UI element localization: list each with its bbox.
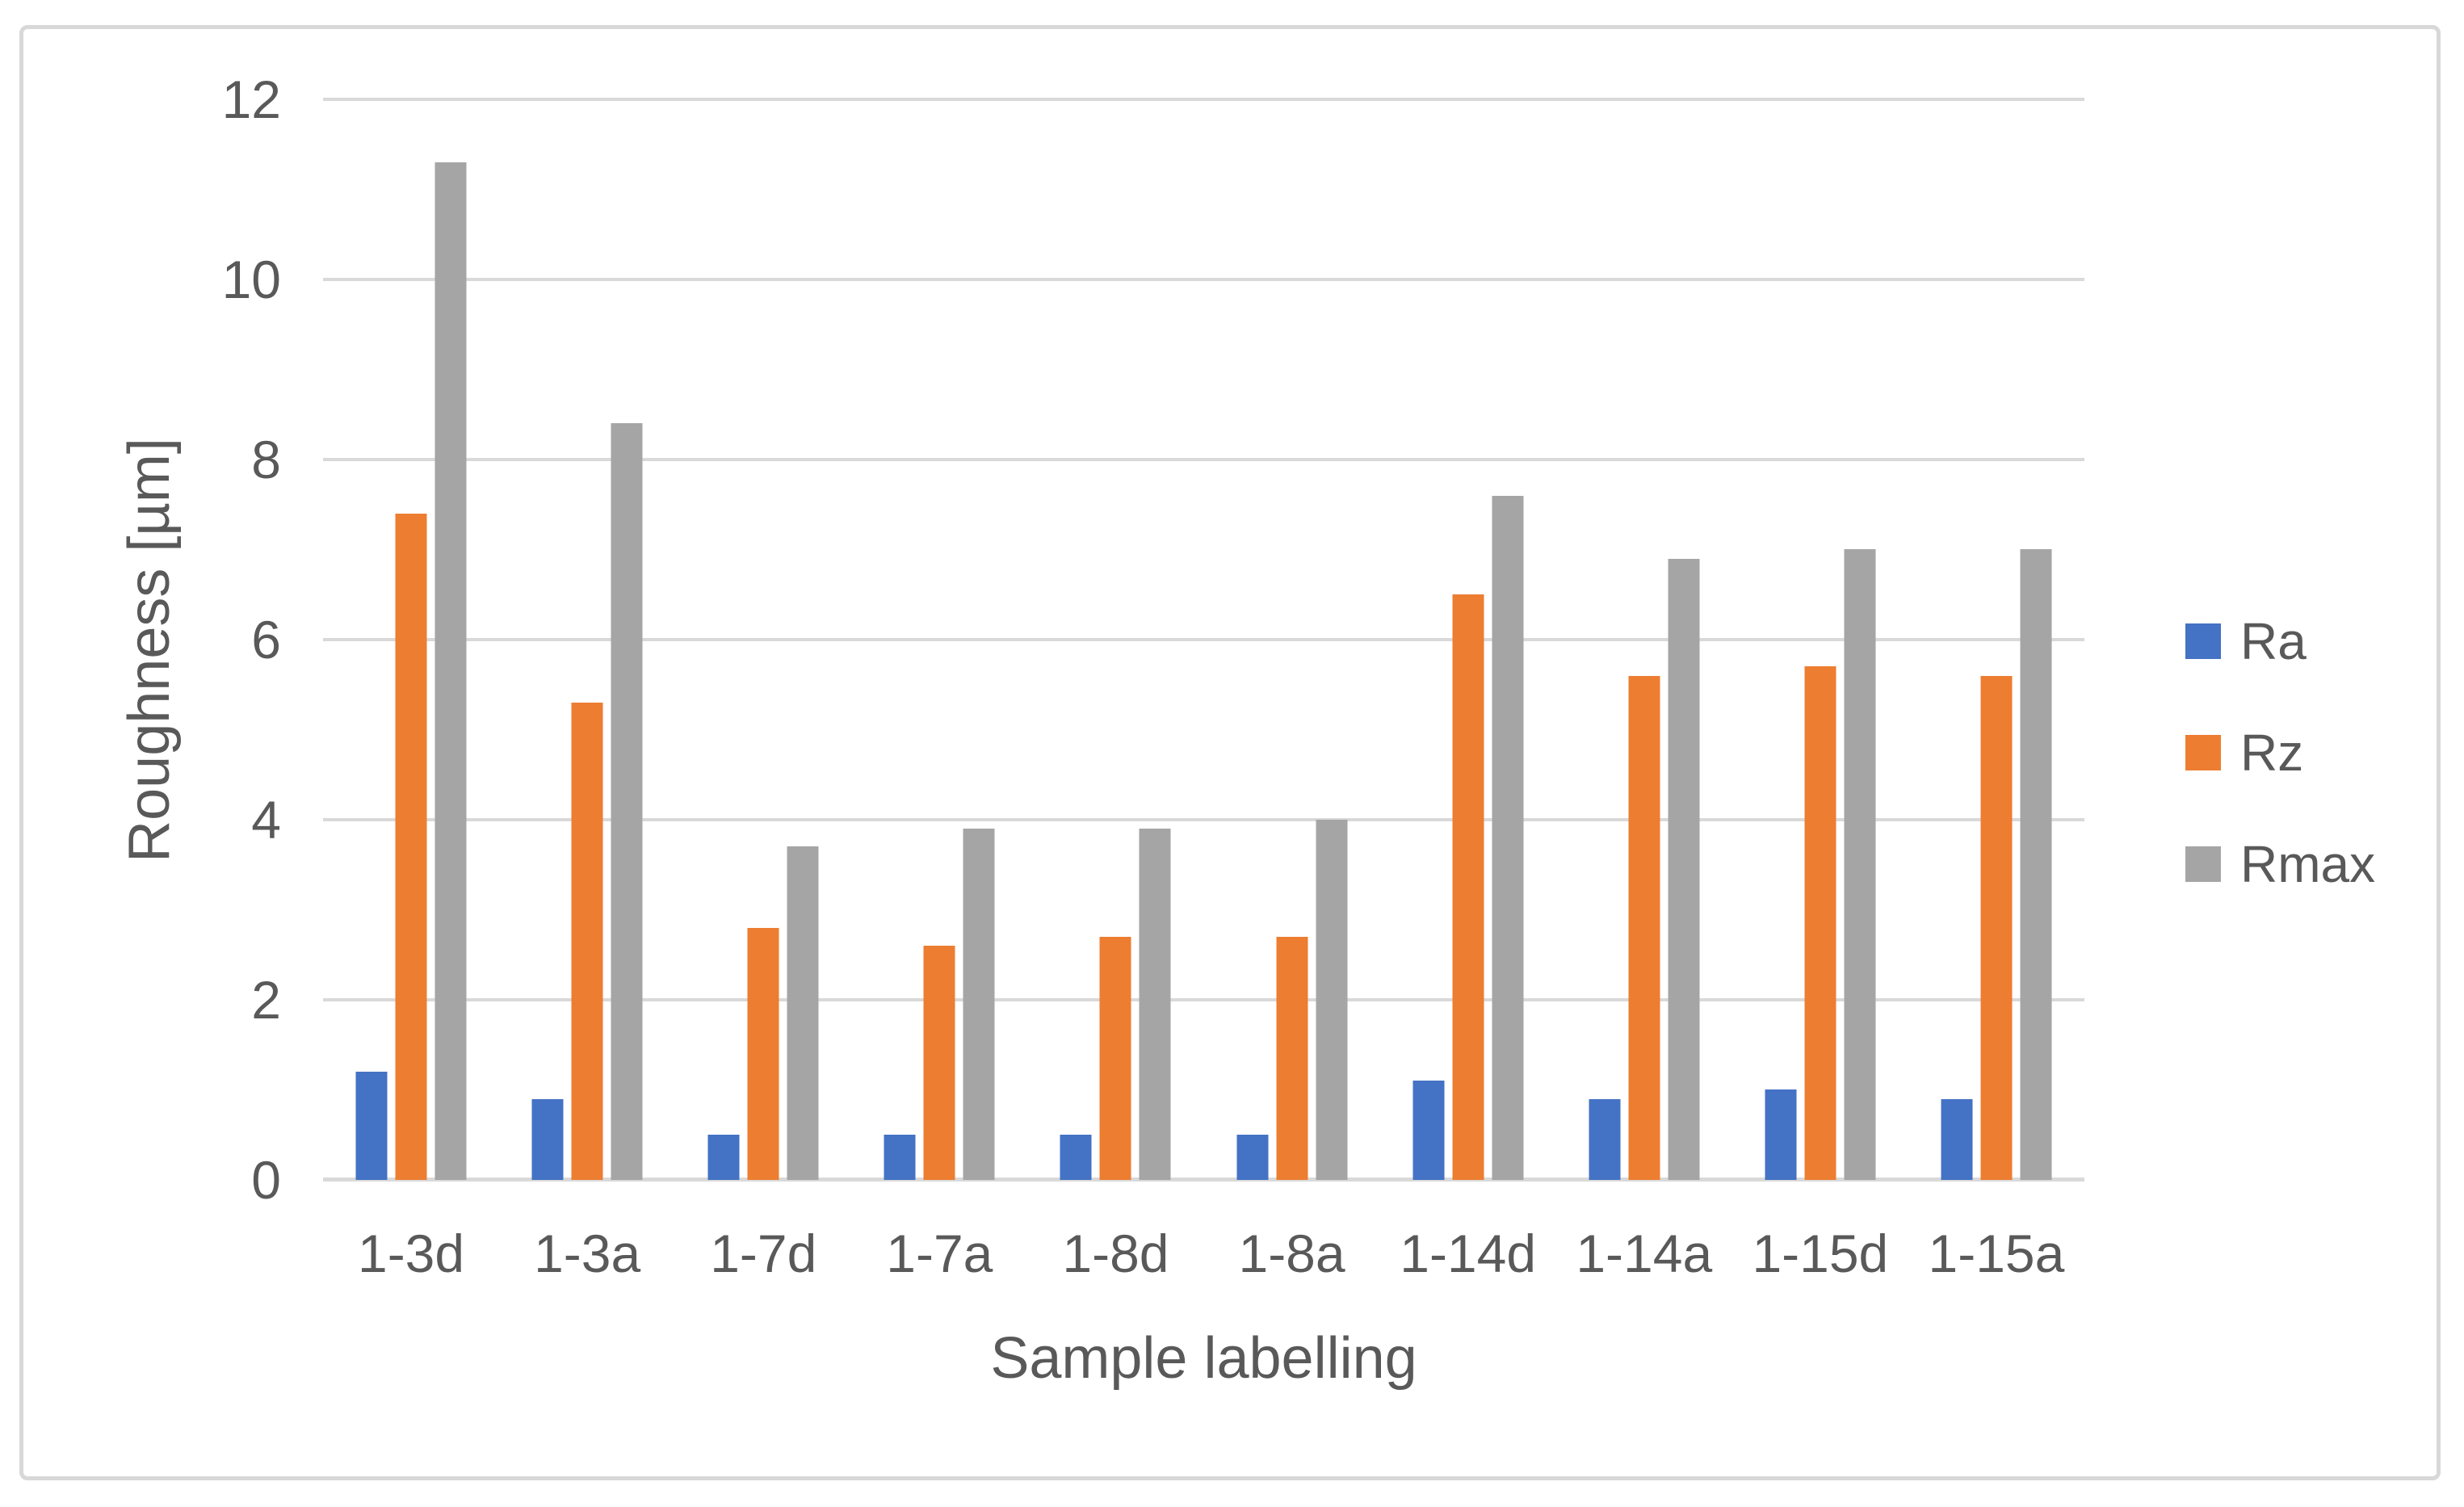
bar-Ra-1-3a [531, 1099, 564, 1180]
x-tick-label-1-14a: 1-14a [1576, 1224, 1713, 1283]
bar-Rz-1-7a [923, 946, 955, 1180]
bar-Rmax-1-8d [1139, 829, 1171, 1180]
y-tick-label-6: 6 [251, 610, 281, 670]
bar-Rmax-1-7d [787, 846, 819, 1180]
legend-label-Ra: Ra [2240, 612, 2307, 670]
bar-Rmax-1-8a [1316, 820, 1348, 1180]
bar-Rmax-1-14a [1668, 559, 1700, 1180]
gridline-y-4 [323, 818, 2084, 821]
bar-Rz-1-3a [571, 703, 603, 1180]
x-axis-line [323, 1177, 2084, 1182]
y-tick-label-2: 2 [251, 970, 281, 1030]
bar-Ra-1-14d [1412, 1081, 1445, 1180]
y-axis-title: Roughness [µm] [117, 438, 182, 863]
legend-item-Rz: Rz [2185, 727, 2375, 779]
bar-Ra-1-8a [1236, 1135, 1269, 1180]
gridline-y-12 [323, 98, 2084, 101]
bar-group-1-3d [355, 162, 467, 1180]
bar-Rz-1-15d [1804, 666, 1836, 1180]
bar-group-1-7a [884, 829, 995, 1180]
bar-group-1-14d [1412, 496, 1524, 1180]
bar-Rz-1-7d [747, 928, 779, 1180]
bar-group-1-3a [531, 423, 643, 1180]
x-tick-label-1-15a: 1-15a [1928, 1224, 2065, 1283]
bar-group-1-8a [1236, 820, 1348, 1180]
plot-area: 0 2 4 6 8 10 12 1-3d 1-3a 1-7d 1-7a 1-8d 1-8a 1-14d 1… [222, 73, 2084, 1387]
bar-Ra-1-14a [1589, 1099, 1621, 1180]
y-tick-label-8: 8 [251, 430, 281, 489]
legend-swatch-Rz [2185, 735, 2221, 770]
bar-group-1-15a [1941, 549, 2052, 1180]
x-tick-label-1-3d: 1-3d [357, 1224, 465, 1283]
bar-Rmax-1-15d [1844, 549, 1876, 1180]
bar-Ra-1-7a [884, 1135, 916, 1180]
legend-item-Rmax: Rmax [2185, 838, 2375, 890]
x-tick-label-1-3a: 1-3a [534, 1224, 641, 1283]
bar-Ra-1-15d [1765, 1089, 1797, 1180]
bar-Rz-1-14a [1628, 676, 1660, 1180]
bar-Rz-1-3d [395, 514, 427, 1180]
bar-Rmax-1-15a [2020, 549, 2052, 1180]
legend-label-Rz: Rz [2240, 724, 2304, 782]
bar-group-1-15d [1765, 549, 1876, 1180]
bar-Rmax-1-7a [963, 829, 995, 1180]
x-axis-title: Sample labelling [990, 1326, 1417, 1391]
bar-Ra-1-8d [1060, 1135, 1092, 1180]
legend-label-Rmax: Rmax [2240, 835, 2376, 893]
legend-swatch-Ra [2185, 623, 2221, 659]
bar-Ra-1-3d [355, 1072, 388, 1180]
gridline-y-10 [323, 278, 2084, 281]
bar-Ra-1-15a [1941, 1099, 1973, 1180]
bar-Rmax-1-14d [1492, 496, 1524, 1180]
x-tick-label-1-15d: 1-15d [1752, 1224, 1889, 1283]
legend: Ra Rz Rmax [2185, 615, 2375, 890]
bar-Rz-1-8a [1276, 937, 1308, 1180]
x-tick-label-1-7d: 1-7d [710, 1224, 817, 1283]
x-tick-label-1-7a: 1-7a [886, 1224, 993, 1283]
x-tick-label-1-8d: 1-8d [1062, 1224, 1169, 1283]
x-tick-label-1-14d: 1-14d [1400, 1224, 1537, 1283]
bar-Rz-1-8d [1099, 937, 1131, 1180]
bar-group-1-7d [707, 846, 819, 1180]
bar-Ra-1-7d [707, 1135, 740, 1180]
bar-Rmax-1-3d [434, 162, 467, 1180]
x-tick-label-1-8a: 1-8a [1238, 1224, 1345, 1283]
chart-frame [19, 25, 2441, 1480]
y-tick-label-0: 0 [251, 1150, 281, 1210]
y-tick-label-4: 4 [251, 790, 281, 850]
gridline-y-6 [323, 638, 2084, 641]
y-tick-label-12: 12 [221, 69, 281, 129]
bar-Rz-1-15a [1980, 676, 2013, 1180]
bar-Rz-1-14d [1452, 594, 1484, 1180]
legend-item-Ra: Ra [2185, 615, 2375, 667]
bar-group-1-8d [1060, 829, 1171, 1180]
legend-swatch-Rmax [2185, 846, 2221, 882]
y-tick-label-10: 10 [221, 250, 281, 309]
gridline-y-2 [323, 998, 2084, 1001]
gridline-y-8 [323, 458, 2084, 461]
bar-Rmax-1-3a [611, 423, 643, 1180]
bar-group-1-14a [1589, 559, 1700, 1180]
